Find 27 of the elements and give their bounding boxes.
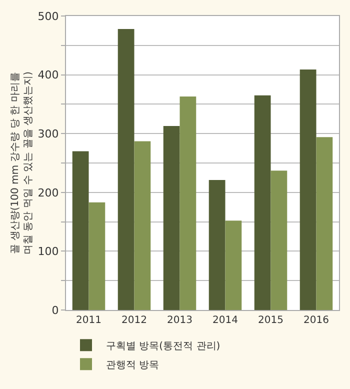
y-tick-label: 0	[52, 304, 59, 317]
y-tick-label: 500	[38, 10, 59, 23]
bar	[180, 96, 196, 310]
x-tick-label: 2014	[212, 315, 238, 326]
bar	[163, 126, 180, 310]
bar	[118, 28, 134, 310]
bar	[316, 137, 333, 310]
x-tick-label: 2013	[167, 315, 192, 326]
bar	[88, 202, 106, 310]
y-tick-label: 100	[38, 245, 59, 258]
bar	[208, 180, 226, 310]
bar	[300, 70, 316, 310]
legend-label: 관행적 방목	[106, 360, 160, 371]
bar	[254, 95, 271, 310]
x-tick-label: 2016	[304, 315, 329, 326]
bar	[225, 220, 242, 310]
x-tick-label: 2015	[258, 315, 284, 326]
x-tick-label: 2011	[76, 315, 102, 326]
bar	[134, 141, 151, 310]
y-tick-label: 200	[38, 186, 59, 200]
bar	[72, 151, 89, 310]
y-tick-label: 300	[38, 127, 59, 140]
legend-label: 구획별 방목(통전적 관리)	[106, 340, 220, 352]
bar	[270, 170, 288, 310]
y-axis-title: 꼴 생산량(100 mm 강수량 당 한 마리를 며칠 동안 먹일 수 있는 꼴을 생산했는지)	[10, 71, 34, 254]
y-tick-label: 400	[38, 68, 59, 82]
x-tick-label: 2012	[122, 315, 147, 326]
